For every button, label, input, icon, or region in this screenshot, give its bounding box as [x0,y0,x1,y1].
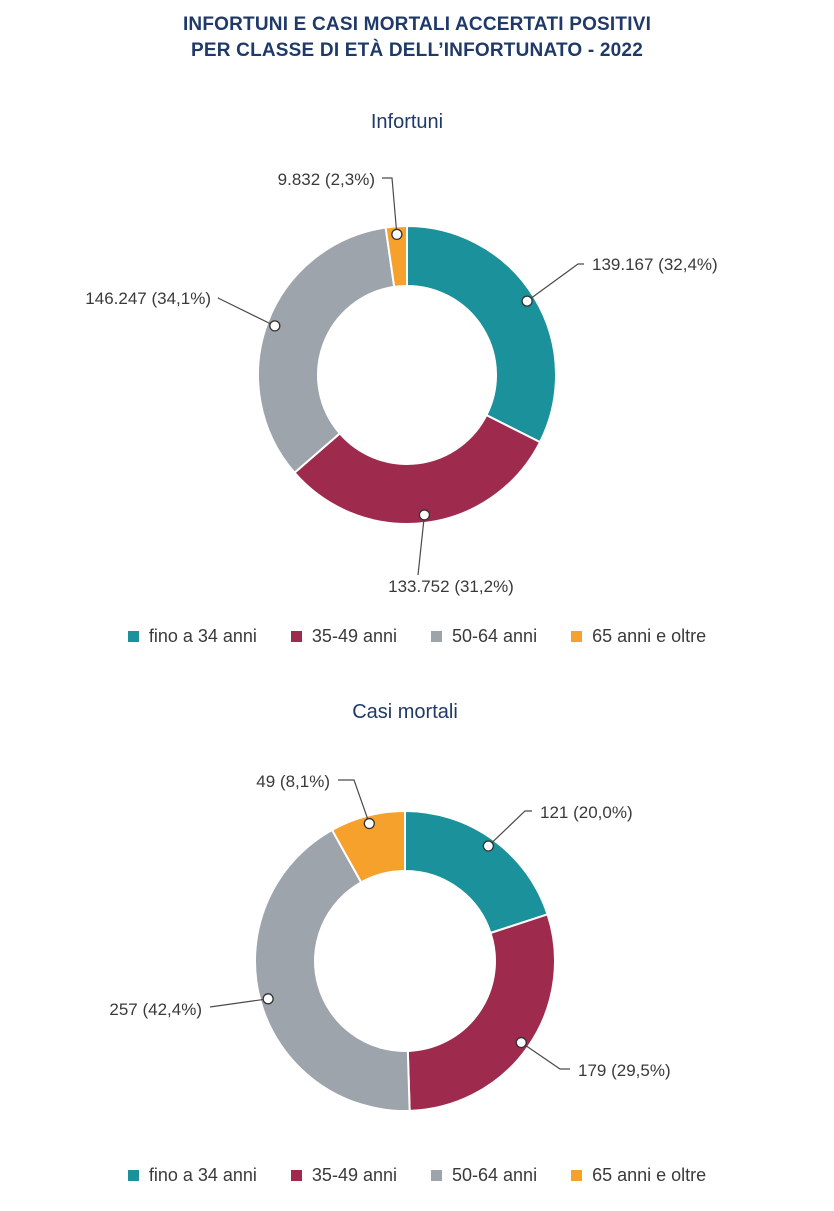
leader-marker-infortuni-3 [269,320,281,332]
legend-swatch [431,631,442,642]
legend-swatch [571,1170,583,1181]
legend-item-infortuni-3: 50-64 anni [431,626,537,647]
legend-label: fino a 34 anni [148,626,257,646]
leader-line-infortuni-3 [217,297,276,327]
data-label-infortuni-4: 9.832 (2,3%) [278,170,375,189]
leader-marker-infortuni-2 [418,509,431,521]
legend-label: 35-49 anni [311,626,397,646]
legend-label: 65 anni e oltre [592,1165,707,1185]
slice-infortuni-4 [384,224,408,289]
leader-line-casi-mortali-2 [520,1042,570,1070]
legend-casi-mortali: fino a 34 anni 35-49 anni 50-64 anni 65 ann… [0,1165,834,1186]
page-title-line-1: INFORTUNI E CASI MORTALI ACCERTATI POSIT… [182,14,652,35]
data-label-casi-mortali-3: 257 (42,4%) [109,1000,202,1019]
legend-item-casi-mortali-3: 50-64 anni [431,1165,537,1186]
donut-chart-casi-mortali: Casi mortali 121 (20,0%) 179 (29,5%) 257 (4… [109,701,671,1112]
legend-label: 65 anni e oltre [592,626,707,646]
chart-title-casi-mortali: Casi mortali [352,701,458,723]
legend-swatch [571,631,583,642]
chart-title-infortuni: Infortuni [371,111,443,133]
legend-infortuni: fino a 34 anni 35-49 anni 50-64 anni 65 ann… [0,626,834,647]
data-label-casi-mortali-2: 179 (29,5%) [578,1061,671,1080]
donut-chart-infortuni: Infortuni 139.167 (32,4%) 133.752 (31,2%) 1… [85,111,718,596]
leader-line-casi-mortali-1 [487,810,532,847]
slice-infortuni-3 [257,226,396,475]
leader-line-casi-mortali-4 [338,779,370,824]
leader-marker-casi-mortali-2 [515,1036,527,1049]
legend-item-casi-mortali-1: fino a 34 anni [127,1165,257,1186]
data-label-casi-mortali-1: 121 (20,0%) [540,803,633,822]
legend-swatch [290,631,302,642]
page-title-line-2: PER CLASSE DI ETÀ DELL’INFORTUNATO - 202… [191,40,643,61]
leader-marker-casi-mortali-3 [262,993,274,1005]
data-label-infortuni-2: 133.752 (31,2%) [388,577,514,596]
leader-marker-casi-mortali-1 [482,840,494,852]
data-label-infortuni-3: 146.247 (34,1%) [85,289,211,308]
legend-item-infortuni-2: 35-49 anni [290,626,397,647]
leader-marker-infortuni-4 [391,228,403,241]
page-title: INFORTUNI E CASI MORTALI ACCERTATI POSIT… [0,12,834,64]
legend-label: 50-64 anni [452,1165,538,1185]
slice-infortuni-1 [406,224,557,444]
legend-label: 35-49 anni [311,1165,397,1185]
legend-swatch [127,631,139,642]
leader-line-casi-mortali-3 [209,998,269,1008]
slice-casi-mortali-2 [406,913,556,1112]
data-label-casi-mortali-4: 49 (8,1%) [256,772,330,791]
leader-marker-casi-mortali-4 [363,817,375,830]
leader-line-infortuni-1 [526,263,584,302]
legend-label: 50-64 anni [452,626,538,646]
leader-marker-infortuni-1 [521,295,533,307]
legend-swatch [127,1170,139,1181]
legend-item-casi-mortali-4: 65 anni e oltre [571,1165,706,1186]
slice-casi-mortali-4 [330,809,406,884]
legend-item-infortuni-1: fino a 34 anni [127,626,257,647]
leader-line-infortuni-2 [417,514,426,576]
data-label-infortuni-1: 139.167 (32,4%) [592,255,718,274]
legend-swatch [290,1170,302,1181]
legend-item-infortuni-4: 65 anni e oltre [571,626,706,647]
slice-casi-mortali-3 [254,828,411,1112]
legend-swatch [431,1170,442,1181]
leader-line-infortuni-4 [382,177,398,235]
slice-casi-mortali-1 [404,809,549,935]
legend-label: fino a 34 anni [148,1165,257,1185]
slice-infortuni-2 [293,413,542,525]
legend-item-casi-mortali-2: 35-49 anni [290,1165,397,1186]
